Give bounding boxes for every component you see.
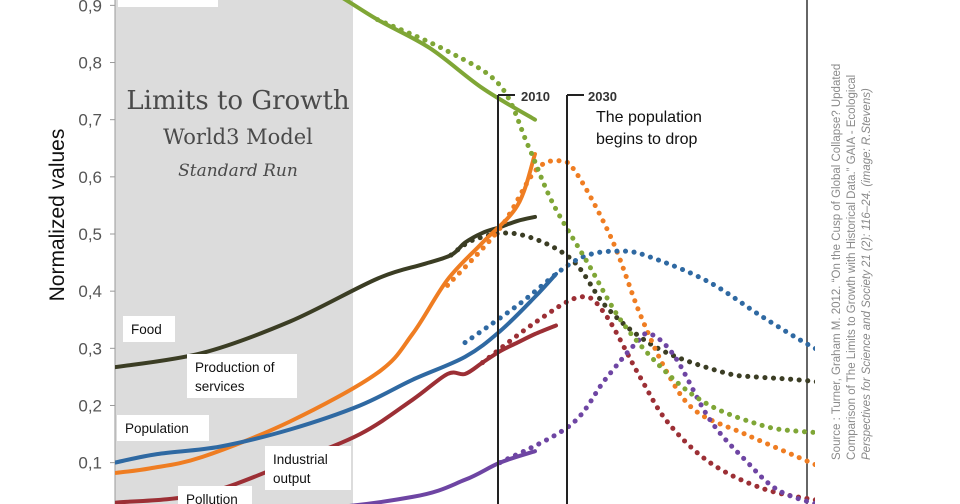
series-label-box: [178, 486, 252, 504]
annotation-population-drop: The population begins to drop: [596, 109, 706, 148]
series-label-text: Population: [125, 421, 189, 436]
series-line-food-historical: [115, 214, 537, 370]
series-label-industrial-output: Industrial output: [265, 446, 351, 490]
series-label-pollution: Pollution: [178, 486, 252, 504]
series-line-industrial-output-projected: [480, 294, 815, 503]
series-label-text: Pollution: [186, 492, 238, 504]
y-tick-label: 0,7: [78, 111, 102, 130]
y-tick-label: 0,3: [78, 339, 102, 358]
y-tick-label: 0,5: [78, 225, 102, 244]
series-line-production-of-services-projected: [445, 158, 815, 468]
series-layer: [115, 0, 815, 504]
series-line-industrial-output-historical: [115, 323, 558, 504]
series-labels: Food Production of services Population Indus…: [117, 316, 351, 504]
series-label-box: [123, 316, 175, 342]
chart-title: Limits to Growth: [126, 86, 350, 116]
series-label-box: [117, 415, 209, 441]
series-line-population-historical: [115, 272, 558, 465]
series-line-population-projected: [462, 248, 815, 352]
series-line-pollution-historical: [348, 449, 537, 504]
chart-run-label: Standard Run: [178, 161, 298, 181]
source-citation: Source : Turner, Graham M. 2012. “On the…: [831, 60, 873, 460]
series-label-text: Food: [131, 322, 162, 337]
y-axis-label: Normalized values: [46, 129, 69, 302]
y-tick-label: 0,6: [78, 168, 102, 187]
series-line-production-of-services-historical: [115, 152, 537, 475]
y-tick-label: 0,1: [78, 454, 102, 473]
y-tick-label: 0,9: [78, 0, 102, 15]
series-label-population: Population: [117, 415, 209, 441]
series-label-food: Food: [123, 316, 175, 342]
year-markers: 2010 2030: [497, 89, 617, 504]
series-line-resources-historical: [342, 0, 537, 122]
y-tick-label: 0,2: [78, 396, 102, 415]
chart-subtitle: World3 Model: [163, 125, 313, 149]
series-line-food-projected: [448, 230, 815, 385]
y-tick-label: 0,4: [78, 282, 102, 301]
marker-label-2010: 2010: [521, 89, 550, 104]
series-label-text: Industrial output: [273, 452, 328, 486]
series-line-pollution-projected: [497, 330, 815, 504]
series-label-production-of-services: Production of services: [187, 354, 297, 398]
series-label-text: Production of services: [195, 360, 275, 394]
y-ticks: 0,1 0,2 0,3 0,4 0,5 0,6 0,7 0,8 0,9: [78, 0, 115, 473]
series-label-box: [265, 446, 351, 490]
shade-top-tab: [118, 0, 218, 7]
y-tick-label: 0,8: [78, 54, 102, 73]
marker-label-2030: 2030: [588, 89, 617, 104]
series-line-resources-projected: [375, 17, 815, 435]
series-label-box: [187, 354, 297, 398]
